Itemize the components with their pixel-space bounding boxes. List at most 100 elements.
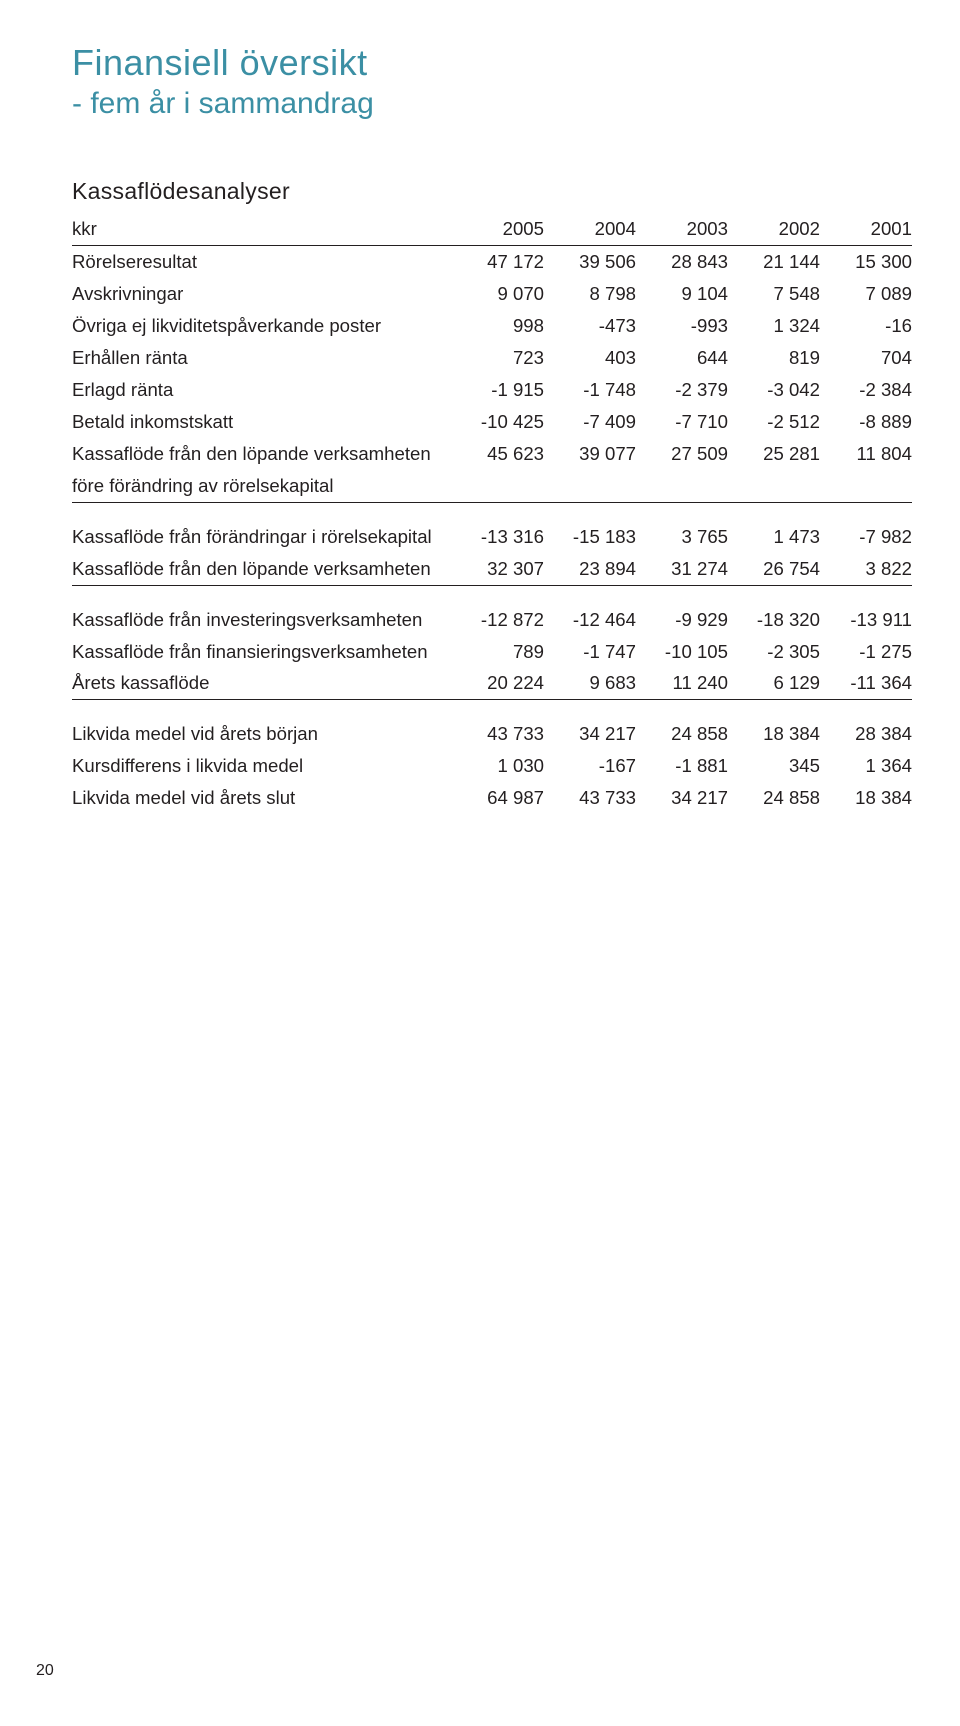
column-header: 2003 bbox=[636, 213, 728, 245]
cell-value: 6 129 bbox=[728, 667, 820, 699]
row-gap bbox=[72, 700, 912, 719]
cell-value: -167 bbox=[544, 750, 636, 782]
cell-value: 39 506 bbox=[544, 245, 636, 277]
cell-value: -2 305 bbox=[728, 636, 820, 668]
cell-value: 26 754 bbox=[728, 553, 820, 585]
column-header: 2001 bbox=[820, 213, 912, 245]
row-label: Kassaflöde från den löpande verksamheten bbox=[72, 553, 452, 585]
row-label: Kursdifferens i likvida medel bbox=[72, 750, 452, 782]
table-row: Kursdifferens i likvida medel1 030-167-1… bbox=[72, 750, 912, 782]
cell-value: 24 858 bbox=[636, 718, 728, 750]
row-label: Avskrivningar bbox=[72, 278, 452, 310]
cell-value: 7 548 bbox=[728, 278, 820, 310]
table-row: Likvida medel vid årets början43 73334 2… bbox=[72, 718, 912, 750]
cell-value: 28 843 bbox=[636, 245, 728, 277]
cell-value: 24 858 bbox=[728, 782, 820, 814]
cell-value: 7 089 bbox=[820, 278, 912, 310]
table-row: Kassaflöde från investeringsverksamheten… bbox=[72, 604, 912, 636]
cell-value: -1 275 bbox=[820, 636, 912, 668]
row-label: Årets kassaflöde bbox=[72, 667, 452, 699]
cell-value: 8 798 bbox=[544, 278, 636, 310]
cell-value: 345 bbox=[728, 750, 820, 782]
cell-value: 403 bbox=[544, 342, 636, 374]
column-header: 2004 bbox=[544, 213, 636, 245]
cell-value: 39 077 bbox=[544, 438, 636, 502]
cell-value: 1 030 bbox=[452, 750, 544, 782]
cell-value: 1 364 bbox=[820, 750, 912, 782]
column-header: 2005 bbox=[452, 213, 544, 245]
table-body: Rörelseresultat47 17239 50628 84321 144 1… bbox=[72, 245, 912, 814]
cell-value: -1 881 bbox=[636, 750, 728, 782]
table-row: Årets kassaflöde20 2249 68311 2406 129-1… bbox=[72, 667, 912, 699]
cell-value: 644 bbox=[636, 342, 728, 374]
cell-value: 1 473 bbox=[728, 521, 820, 553]
cell-value: 21 144 bbox=[728, 245, 820, 277]
cell-value: -1 915 bbox=[452, 374, 544, 406]
section-heading: Kassaflödesanalyser bbox=[72, 178, 900, 205]
cell-value: 43 733 bbox=[452, 718, 544, 750]
cell-value: -12 464 bbox=[544, 604, 636, 636]
cell-value: -2 384 bbox=[820, 374, 912, 406]
table-row: Erhållen ränta723403644819704 bbox=[72, 342, 912, 374]
table-row: Kassaflöde från finansieringsverksamhete… bbox=[72, 636, 912, 668]
cell-value: -18 320 bbox=[728, 604, 820, 636]
cashflow-table: kkr 2005 2004 2003 2002 2001 Rörelseresu… bbox=[72, 213, 912, 814]
cell-value: -16 bbox=[820, 310, 912, 342]
cell-value: -2 379 bbox=[636, 374, 728, 406]
cell-value: 723 bbox=[452, 342, 544, 374]
page-subtitle: - fem år i sammandrag bbox=[72, 87, 900, 122]
table-head: kkr 2005 2004 2003 2002 2001 bbox=[72, 213, 912, 245]
cell-value: 34 217 bbox=[636, 782, 728, 814]
row-label: Kassaflöde från finansieringsverksamhete… bbox=[72, 636, 452, 668]
cell-value: 45 623 bbox=[452, 438, 544, 502]
cell-value: 25 281 bbox=[728, 438, 820, 502]
cell-value: -12 872 bbox=[452, 604, 544, 636]
row-label: Kassaflöde från investeringsverksamheten bbox=[72, 604, 452, 636]
cell-value: -15 183 bbox=[544, 521, 636, 553]
cell-value: 23 894 bbox=[544, 553, 636, 585]
cell-value: 18 384 bbox=[728, 718, 820, 750]
row-label: Kassaflöde från förändringar i rörelseka… bbox=[72, 521, 452, 553]
cell-value: -7 710 bbox=[636, 406, 728, 438]
table-row: Övriga ej likviditetspåverkande poster99… bbox=[72, 310, 912, 342]
table-row: Avskrivningar9 0708 7989 1047 5487 089 bbox=[72, 278, 912, 310]
table-row: Likvida medel vid årets slut64 98743 733… bbox=[72, 782, 912, 814]
cell-value: 11 804 bbox=[820, 438, 912, 502]
table-row: Rörelseresultat47 17239 50628 84321 1441… bbox=[72, 245, 912, 277]
cell-value: -7 982 bbox=[820, 521, 912, 553]
cell-value: 31 274 bbox=[636, 553, 728, 585]
column-header-label: kkr bbox=[72, 213, 452, 245]
cell-value: 28 384 bbox=[820, 718, 912, 750]
page-title: Finansiell översikt bbox=[72, 42, 900, 83]
row-gap bbox=[72, 502, 912, 521]
cell-value: 34 217 bbox=[544, 718, 636, 750]
cell-value: 819 bbox=[728, 342, 820, 374]
cell-value: 20 224 bbox=[452, 667, 544, 699]
cell-value: 11 240 bbox=[636, 667, 728, 699]
table-row: Kassaflöde från den löpande verksamheten… bbox=[72, 438, 912, 502]
cell-value: 18 384 bbox=[820, 782, 912, 814]
cell-value: -11 364 bbox=[820, 667, 912, 699]
cell-value: -3 042 bbox=[728, 374, 820, 406]
cell-value: -10 105 bbox=[636, 636, 728, 668]
table-row: Kassaflöde från förändringar i rörelseka… bbox=[72, 521, 912, 553]
cell-value: 27 509 bbox=[636, 438, 728, 502]
cell-value: 998 bbox=[452, 310, 544, 342]
page-number: 20 bbox=[36, 1662, 54, 1680]
table-row: Betald inkomstskatt-10 425-7 409-7 710-2… bbox=[72, 406, 912, 438]
column-header: 2002 bbox=[728, 213, 820, 245]
cell-value: 47 172 bbox=[452, 245, 544, 277]
cell-value: 1 324 bbox=[728, 310, 820, 342]
table-row: Kassaflöde från den löpande verksamheten… bbox=[72, 553, 912, 585]
cell-value: 64 987 bbox=[452, 782, 544, 814]
row-label: Likvida medel vid årets början bbox=[72, 718, 452, 750]
cell-value: -13 911 bbox=[820, 604, 912, 636]
row-label: Erlagd ränta bbox=[72, 374, 452, 406]
cell-value: -993 bbox=[636, 310, 728, 342]
cell-value: -1 747 bbox=[544, 636, 636, 668]
cell-value: -473 bbox=[544, 310, 636, 342]
cell-value: 9 683 bbox=[544, 667, 636, 699]
cell-value: -8 889 bbox=[820, 406, 912, 438]
cell-value: -9 929 bbox=[636, 604, 728, 636]
row-label: Rörelseresultat bbox=[72, 245, 452, 277]
